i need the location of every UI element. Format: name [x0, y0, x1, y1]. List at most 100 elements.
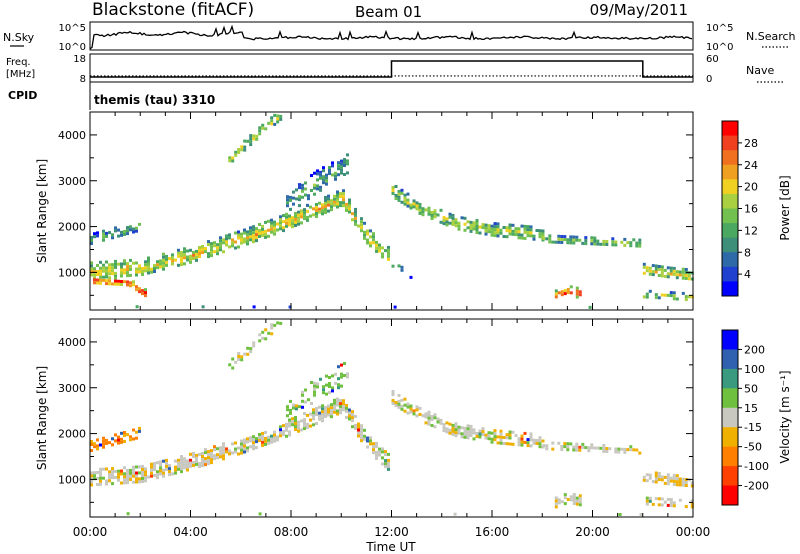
power-cell: [472, 227, 476, 231]
velocity-cell: [502, 442, 506, 445]
colorbar-swatch: [722, 446, 738, 467]
velocity-cell: [457, 425, 461, 429]
velocity-cell: [454, 428, 458, 432]
power-cell: [560, 241, 564, 244]
velocity-cell: [645, 479, 649, 483]
power-cell: [342, 192, 345, 196]
power-cell: [102, 229, 105, 233]
velocity-cell: [460, 432, 464, 436]
velocity-cell: [387, 458, 390, 462]
velocity-cell: [213, 445, 216, 449]
velocity-cell: [159, 460, 162, 464]
velocity-cell: [294, 419, 297, 422]
velocity-cell: [324, 412, 327, 415]
velocity-cell: [165, 467, 168, 471]
velocity-cell: [249, 445, 252, 449]
power-cell: [286, 198, 289, 202]
power-cell: [324, 196, 327, 199]
power-cell: [681, 267, 685, 271]
velocity-cell: [360, 427, 363, 431]
power-cell: [469, 226, 473, 230]
velocity-cell: [357, 431, 360, 435]
velocity-cell: [301, 405, 304, 409]
power-cell: [560, 235, 564, 238]
velocity-cell: [375, 453, 378, 457]
power-cell: [204, 250, 207, 254]
velocity-cell: [681, 477, 685, 481]
velocity-cell: [569, 442, 573, 446]
power-cell: [418, 208, 422, 212]
velocity-cell: [313, 381, 316, 385]
velocity-cell: [313, 387, 316, 391]
power-cell: [690, 271, 694, 275]
velocity-cell: [541, 439, 545, 443]
nave-tick-bottom: 0: [706, 74, 712, 85]
power-cell: [102, 275, 105, 279]
velocity-cell: [378, 447, 381, 451]
power-cell: [108, 263, 111, 267]
power-cell: [246, 242, 249, 246]
power-cell: [99, 278, 102, 282]
velocity-cell: [303, 418, 306, 422]
velocity-cell: [584, 446, 588, 450]
velocity-cell: [409, 410, 413, 414]
power-cell: [318, 207, 321, 211]
colorbar-tick-label: 50: [744, 382, 758, 395]
power-cell: [345, 205, 348, 209]
power-cell: [319, 188, 322, 192]
power-cell: [195, 252, 198, 256]
velocity-cell: [384, 465, 387, 469]
velocity-cell: [572, 496, 576, 499]
power-cell: [427, 212, 431, 216]
velocity-cell: [90, 480, 93, 484]
velocity-cell: [255, 437, 258, 441]
velocity-cell: [336, 400, 339, 404]
velocity-cell: [93, 442, 96, 446]
velocity-cell: [336, 409, 339, 413]
power-cell: [421, 207, 425, 211]
velocity-cell: [237, 358, 241, 361]
power-cell: [451, 216, 455, 220]
freq-tick-bottom: 8: [80, 74, 86, 85]
power-cell: [294, 218, 297, 221]
power-cell: [243, 148, 247, 152]
power-cell: [210, 242, 213, 246]
velocity-cell: [578, 497, 582, 501]
velocity-cell: [258, 439, 261, 442]
velocity-cell: [201, 452, 204, 455]
power-cell: [313, 171, 316, 175]
velocity-cell: [141, 471, 144, 474]
power-cell: [126, 271, 129, 275]
power-cell: [342, 198, 345, 202]
velocity-cell: [391, 393, 395, 396]
velocity-cell: [654, 471, 658, 475]
power-cell: [225, 243, 228, 247]
power-cell: [183, 262, 186, 266]
velocity-cell: [219, 449, 222, 453]
power-cell: [225, 237, 228, 241]
power-cell: [687, 277, 691, 281]
velocity-cell: [387, 467, 390, 471]
velocity-cell: [168, 467, 171, 471]
velocity-cell: [237, 355, 241, 358]
power-cell: [415, 207, 419, 211]
velocity-cell: [660, 497, 664, 501]
velocity-cell: [328, 385, 331, 388]
velocity-cell: [264, 337, 268, 341]
velocity-cell: [487, 437, 491, 441]
power-cell: [660, 265, 664, 269]
velocity-cell: [387, 452, 390, 456]
velocity-cell: [298, 405, 301, 409]
power-cell: [270, 230, 273, 234]
velocity-cell: [117, 469, 120, 473]
power-cell: [391, 264, 395, 268]
velocity-cell: [141, 474, 144, 477]
power-cell: [532, 234, 536, 238]
velocity-cell: [129, 435, 132, 439]
power-cell: [270, 227, 273, 231]
power-cell: [433, 212, 437, 216]
power-cell: [105, 282, 108, 286]
velocity-cell: [391, 390, 395, 393]
velocity-cell: [279, 431, 282, 435]
